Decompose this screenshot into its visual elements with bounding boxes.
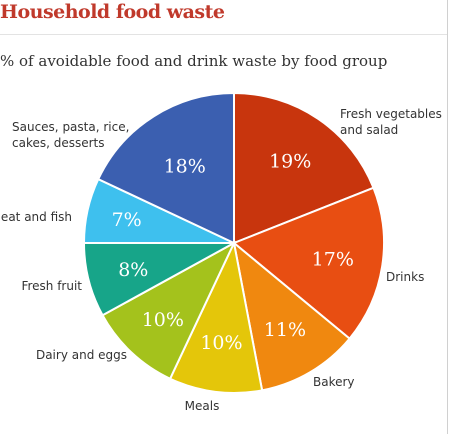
slice-percent-label: 19% (269, 150, 311, 172)
slice-percent-label: 8% (118, 259, 148, 281)
slice-category-label: Dairy and eggs (36, 348, 127, 362)
slice-category-label: Drinks (386, 270, 424, 284)
slice-category-label: cakes, desserts (12, 136, 105, 150)
slice-percent-label: 10% (200, 332, 242, 354)
pie-slice (101, 240, 237, 381)
slice-percent-label: 10% (142, 309, 184, 331)
slice-percent-label: 11% (264, 319, 306, 341)
slice-percent-label: 18% (164, 155, 206, 177)
pie-slice (96, 91, 235, 245)
slice-percent-label: 17% (312, 249, 354, 271)
pie-slice (232, 186, 385, 341)
title-divider (0, 34, 447, 35)
slice-category-label: Fresh fruit (21, 279, 82, 293)
slice-category-label: Meat and fish (0, 210, 72, 224)
pie-slice (168, 239, 264, 394)
slice-category-label: Fresh vegetables (340, 107, 442, 121)
pie-slice (232, 240, 351, 392)
chart-title: Household food waste (0, 1, 225, 23)
pie-slice (233, 91, 375, 245)
slice-percent-label: 7% (112, 209, 142, 231)
right-border (447, 0, 448, 434)
slice-category-label: Sauces, pasta, rice, (12, 120, 129, 134)
slice-category-label: and salad (340, 123, 398, 137)
slice-category-label: Meals (185, 399, 220, 413)
slice-category-label: Bakery (313, 375, 355, 389)
chart-subtitle: % of avoidable food and drink waste by f… (0, 52, 388, 70)
